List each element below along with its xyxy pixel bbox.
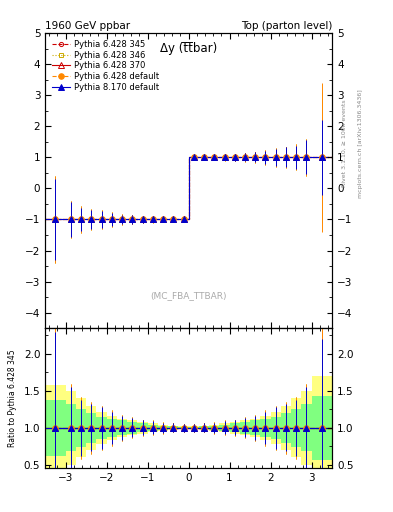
Text: Rivet 3.1.10, ≥ 100k events: Rivet 3.1.10, ≥ 100k events (342, 99, 347, 187)
Text: Top (parton level): Top (parton level) (241, 20, 332, 31)
Text: 1960 GeV ppbar: 1960 GeV ppbar (45, 20, 130, 31)
Legend: Pythia 6.428 345, Pythia 6.428 346, Pythia 6.428 370, Pythia 6.428 default, Pyth: Pythia 6.428 345, Pythia 6.428 346, Pyth… (50, 37, 162, 94)
Text: mcplots.cern.ch [arXiv:1306.3436]: mcplots.cern.ch [arXiv:1306.3436] (358, 89, 363, 198)
Text: (MC_FBA_TTBAR): (MC_FBA_TTBAR) (151, 291, 227, 300)
Text: Δy (t̅t̅bar): Δy (t̅t̅bar) (160, 42, 217, 55)
Y-axis label: Ratio to Pythia 6.428 345: Ratio to Pythia 6.428 345 (7, 350, 17, 447)
